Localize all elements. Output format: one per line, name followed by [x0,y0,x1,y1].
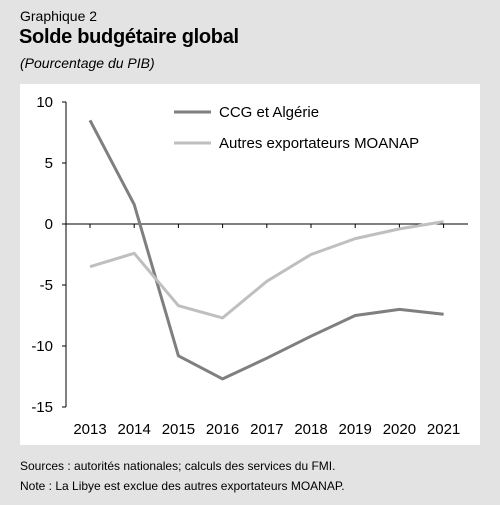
legend-label-2: Autres exportateurs MOANAP [219,135,419,152]
exclusion-note: Note : La Libye est exclue des autres ex… [20,479,345,493]
x-tick-label: 2014 [118,421,151,438]
chart-kicker: Graphique 2 [20,8,98,24]
sources-note: Sources : autorités nationales; calculs … [20,459,336,473]
x-tick-label: 2013 [73,421,106,438]
y-tick-label: -5 [40,277,53,294]
x-tick-label: 2017 [250,421,283,438]
x-tick-label: 2015 [162,421,195,438]
line-chart: 10 5 0 -5 -10 -15 2013 2014 2015 2016 2017 2018 2019… [31,94,468,438]
chart-subtitle: (Pourcentage du PIB) [20,55,155,71]
legend-label-1: CCG et Algérie [219,104,319,121]
chart-notes: Sources : autorités nationales; calculs … [20,456,345,496]
series-line-1 [88,119,444,381]
chart-title: Solde budgétaire global [19,26,239,48]
y-tick-label: 0 [45,216,53,233]
y-tick-label: -15 [31,399,53,416]
plot-area: 10 5 0 -5 -10 -15 2013 2014 2015 2016 2017 2018 2019… [20,84,480,445]
y-tick-label: 5 [45,155,53,172]
x-tick-label: 2016 [206,421,239,438]
x-tick-label: 2019 [339,421,372,438]
x-tick-label: 2018 [294,421,327,438]
series-line-2 [89,220,444,320]
y-tick-label: -10 [31,338,53,355]
y-tick-label: 10 [36,94,53,111]
x-tick-label: 2021 [427,421,460,438]
x-tick-label: 2020 [383,421,416,438]
